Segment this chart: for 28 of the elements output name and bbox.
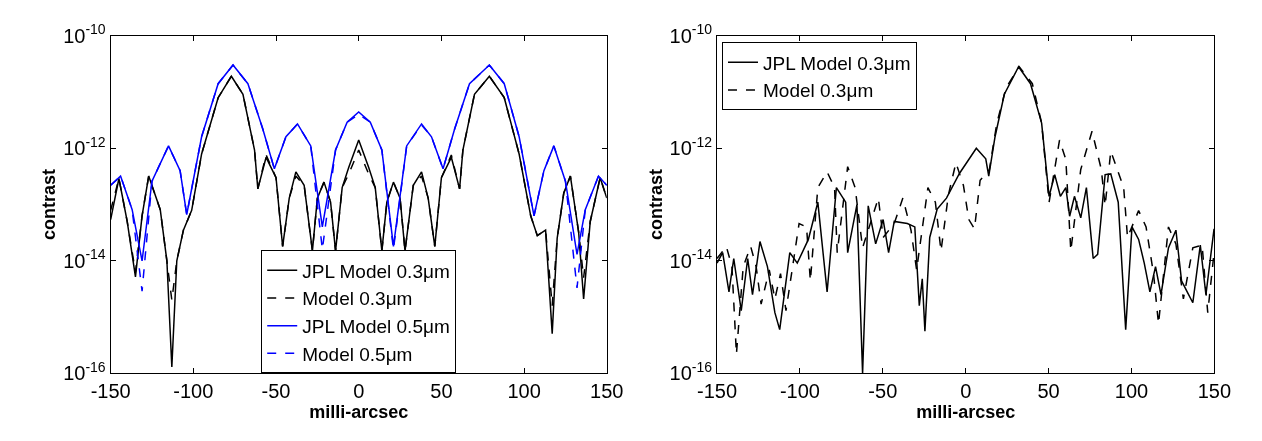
x-tick-label: -100 (173, 380, 214, 403)
y-tick-label: 10$^{-12}$ (63, 133, 106, 160)
y-tick-label: 10$^{-14}$ (669, 246, 713, 272)
legend-label: Model 0.5μm (302, 343, 413, 365)
x-tick-label: 100 (1114, 380, 1149, 403)
legend-label: JPL Model 0.3μm (763, 52, 911, 74)
y-tick-label: 10$^{-14}$ (63, 246, 106, 272)
y-axis-title: contrast (39, 169, 60, 241)
y-tick-label: 10$^{-10}$ (63, 21, 106, 47)
y-axis-title: contrast (645, 169, 666, 241)
x-tick-label: -50 (261, 380, 291, 403)
y-tick-label: 10$^{-12}$ (669, 133, 713, 160)
legend-label: JPL Model 0.5μm (302, 316, 450, 338)
x-tick-label: 0 (353, 380, 365, 403)
x-tick-label: 50 (430, 380, 453, 403)
x-tick-label: 150 (590, 380, 624, 403)
x-tick-label: -50 (868, 380, 898, 403)
legend-label: Model 0.3μm (302, 288, 413, 310)
x-tick-label: -100 (779, 380, 820, 403)
y-tick-label: 10$^{-10}$ (669, 21, 713, 47)
legend-label: Model 0.3μm (763, 80, 874, 102)
x-axis-title: milli-arcsec (916, 402, 1016, 423)
x-tick-label: 0 (960, 380, 972, 403)
legend-label: JPL Model 0.3μm (302, 260, 450, 282)
x-tick-label: 100 (507, 380, 541, 403)
x-tick-label: 150 (1197, 380, 1232, 403)
x-tick-label: 50 (1037, 380, 1060, 403)
x-axis-title: milli-arcsec (309, 402, 409, 423)
